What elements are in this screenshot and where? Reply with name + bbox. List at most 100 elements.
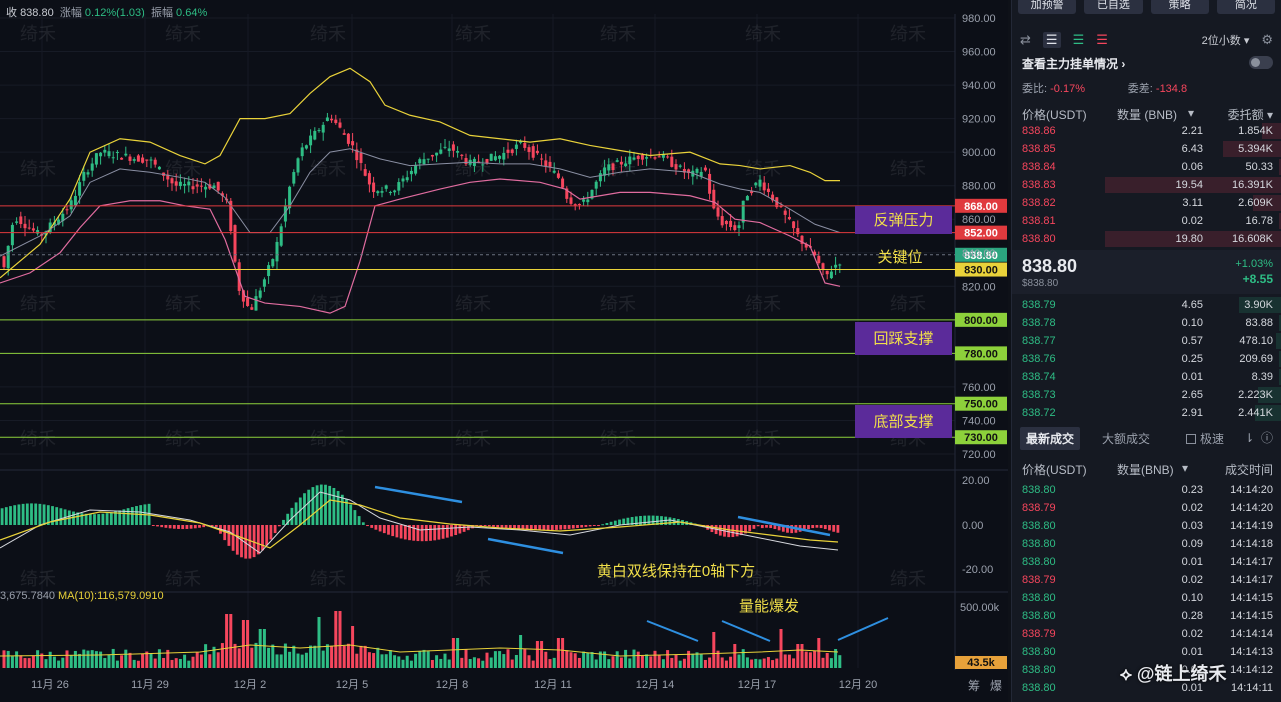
candle-body xyxy=(241,290,245,302)
price-axis-label: 880.00 xyxy=(962,181,996,193)
price: 838.78 xyxy=(1022,317,1056,329)
candle-body xyxy=(813,251,817,256)
add-alert-button[interactable]: 加预警 xyxy=(1018,0,1077,14)
tab-latest-trades[interactable]: 最新成交 xyxy=(1020,427,1081,450)
ratio-row: 委比: -0.17% 委差: -134.8 xyxy=(1022,83,1188,95)
orderbook-toggle[interactable] xyxy=(1249,56,1273,69)
volume-bar xyxy=(237,648,241,668)
layout-both-icon[interactable]: ⇄ xyxy=(1020,32,1031,47)
candle-body xyxy=(758,179,762,187)
price-tag xyxy=(955,312,1007,327)
candle-body xyxy=(275,241,279,262)
summary-button[interactable]: 简况 xyxy=(1216,0,1275,14)
date-axis-label: 11月 26 xyxy=(31,679,69,691)
macd-bar xyxy=(815,525,819,528)
price-tag-label: 830.00 xyxy=(964,265,998,277)
volume-bar xyxy=(523,649,527,668)
volume-bar xyxy=(674,655,678,668)
volume-bar xyxy=(695,652,699,668)
macd-bar xyxy=(601,524,605,526)
asks-row[interactable]: 838.86 2.21 1.854K xyxy=(1012,122,1281,140)
trade-price: 838.80 xyxy=(1022,646,1056,658)
bids-row[interactable]: 838.79 4.65 3.90K xyxy=(1012,296,1281,314)
favorite-button[interactable]: 已自选 xyxy=(1084,0,1143,14)
bids-row[interactable]: 838.76 0.25 209.69 xyxy=(1012,350,1281,368)
volume-bar xyxy=(477,658,481,668)
macd-bar xyxy=(42,504,46,525)
volume-bar xyxy=(283,643,287,668)
candle-body xyxy=(250,307,254,310)
tab-large-trades[interactable]: 大额成交 xyxy=(1102,432,1151,446)
macd-bar xyxy=(487,525,491,527)
layout-bids-icon[interactable]: ☰ xyxy=(1072,32,1085,47)
chart-watermark: 绮禾 xyxy=(20,429,56,449)
price-tag xyxy=(955,396,1007,411)
depth-bar xyxy=(1254,405,1281,421)
candle-body xyxy=(443,146,447,148)
candle-body xyxy=(670,156,674,167)
volume-bar xyxy=(808,652,812,668)
trade-price: 838.80 xyxy=(1022,610,1056,622)
macd-bar xyxy=(105,513,109,525)
macd-bar xyxy=(307,489,311,525)
kline-chart-panel[interactable]: 收 838.80 涨幅 0.12%(1.03) 振幅 0.64% 绮禾 绮禾 绮禾绮… xyxy=(0,0,1008,702)
volume-bar xyxy=(90,650,94,668)
candle-body xyxy=(237,262,241,291)
fast-checkbox[interactable]: 极速 xyxy=(1186,430,1224,447)
asks-row[interactable]: 838.81 0.02 16.78 xyxy=(1012,212,1281,230)
macd-bar xyxy=(324,484,327,525)
candle-body xyxy=(439,149,443,154)
volume-bar xyxy=(229,614,233,668)
date-axis-label: 12月 8 xyxy=(436,679,468,691)
trade-time: 14:14:13 xyxy=(1230,646,1273,658)
orderbook-title[interactable]: 查看主力挂单情况 › xyxy=(1022,57,1126,71)
asks-row[interactable]: 838.83 19.54 16.391K xyxy=(1012,176,1281,194)
price: 838.72 xyxy=(1022,407,1056,419)
bids-row[interactable]: 838.73 2.65 2.223K xyxy=(1012,386,1281,404)
volume-bar xyxy=(405,655,409,668)
macd-bar xyxy=(248,525,252,559)
bids-row[interactable]: 838.72 2.91 2.441K xyxy=(1012,404,1281,422)
filter-icons[interactable]: ⇂ ⓘ xyxy=(1244,431,1273,445)
volume-bar xyxy=(649,656,653,668)
volume-bar xyxy=(708,657,712,668)
asks-row[interactable]: 838.82 3.11 2.609K xyxy=(1012,194,1281,212)
candle-body xyxy=(57,219,61,225)
candle-body xyxy=(69,200,73,210)
bids-row[interactable]: 838.74 0.01 8.39 xyxy=(1012,368,1281,386)
candle-body xyxy=(19,216,23,225)
macd-bar xyxy=(525,525,529,531)
volume-note-label: 量能爆发 xyxy=(739,598,799,615)
depth-bar xyxy=(1222,141,1281,157)
macd-bar xyxy=(345,499,348,525)
checkbox-icon[interactable] xyxy=(1186,434,1196,444)
macd-bar xyxy=(160,525,164,528)
layout-asks-icon[interactable]: ☰ xyxy=(1096,32,1108,47)
price: 838.81 xyxy=(1022,215,1056,227)
bids-row[interactable]: 838.77 0.57 478.10 xyxy=(1012,332,1281,350)
macd-bar xyxy=(542,525,546,531)
decimal-select[interactable]: 2位小数 ▾ xyxy=(1201,35,1250,47)
volume-bar xyxy=(313,645,317,668)
boll-lower-line xyxy=(0,178,841,314)
candle-body xyxy=(733,225,737,231)
total: 50.33 xyxy=(1245,161,1273,173)
macd-bar xyxy=(458,525,462,534)
strategy-button[interactable]: 策略 xyxy=(1150,0,1209,14)
settings-gear-icon[interactable]: ⚙ xyxy=(1261,32,1273,47)
candle-body xyxy=(804,243,808,248)
macd-bar xyxy=(429,525,432,541)
asks-row[interactable]: 838.80 19.80 16.608K xyxy=(1012,230,1281,248)
bids-row[interactable]: 838.78 0.10 83.88 xyxy=(1012,314,1281,332)
macd-bar xyxy=(122,509,126,525)
layout-default-icon[interactable]: ☰ xyxy=(1042,32,1061,48)
candle-body xyxy=(309,135,313,146)
macd-bar xyxy=(538,525,542,531)
trade-time: 14:14:19 xyxy=(1230,520,1273,532)
bottom-support-label: 底部支撑 xyxy=(873,414,933,431)
depth-bar xyxy=(1258,387,1281,403)
candle-body xyxy=(388,192,392,194)
asks-row[interactable]: 838.85 6.43 5.394K xyxy=(1012,140,1281,158)
asks-row[interactable]: 838.84 0.06 50.33 xyxy=(1012,158,1281,176)
